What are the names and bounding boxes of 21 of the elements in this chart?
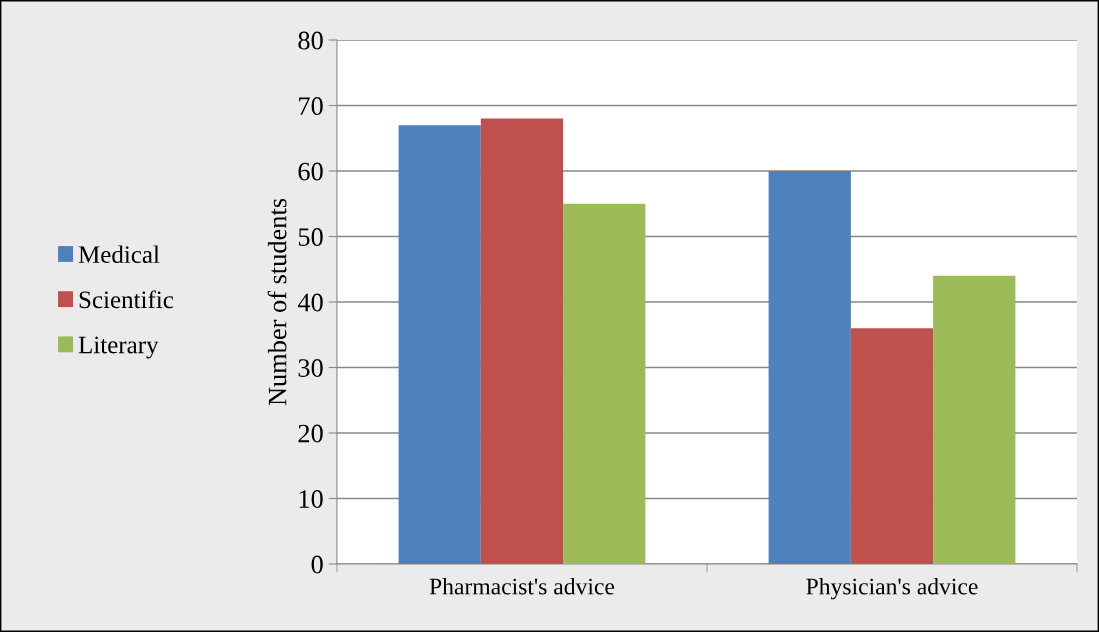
- y-tick-label: 60: [298, 162, 323, 181]
- legend-label: Literary: [78, 336, 159, 359]
- bar: [850, 328, 934, 564]
- y-tick-label: 80: [298, 31, 323, 50]
- x-tick-label: Pharmacist's advice: [429, 577, 615, 595]
- bar: [563, 203, 646, 564]
- legend-label: Scientific: [79, 290, 174, 309]
- bar: [398, 125, 481, 564]
- y-tick-label: 0: [311, 555, 323, 574]
- y-axis-title: Number of students: [267, 198, 287, 406]
- x-tick-label: Physician's advice: [806, 577, 978, 600]
- bar: [933, 275, 1016, 564]
- y-tick-label: 70: [299, 97, 323, 115]
- y-tick-label: 20: [298, 424, 323, 443]
- legend-label: Medical: [78, 245, 160, 264]
- y-tick-label: 10: [299, 490, 323, 508]
- bar: [480, 118, 564, 564]
- bar: [768, 171, 851, 564]
- y-tick-label: 30: [298, 359, 323, 377]
- y-tick-label: 50: [298, 228, 323, 246]
- y-tick-label: 40: [297, 293, 323, 312]
